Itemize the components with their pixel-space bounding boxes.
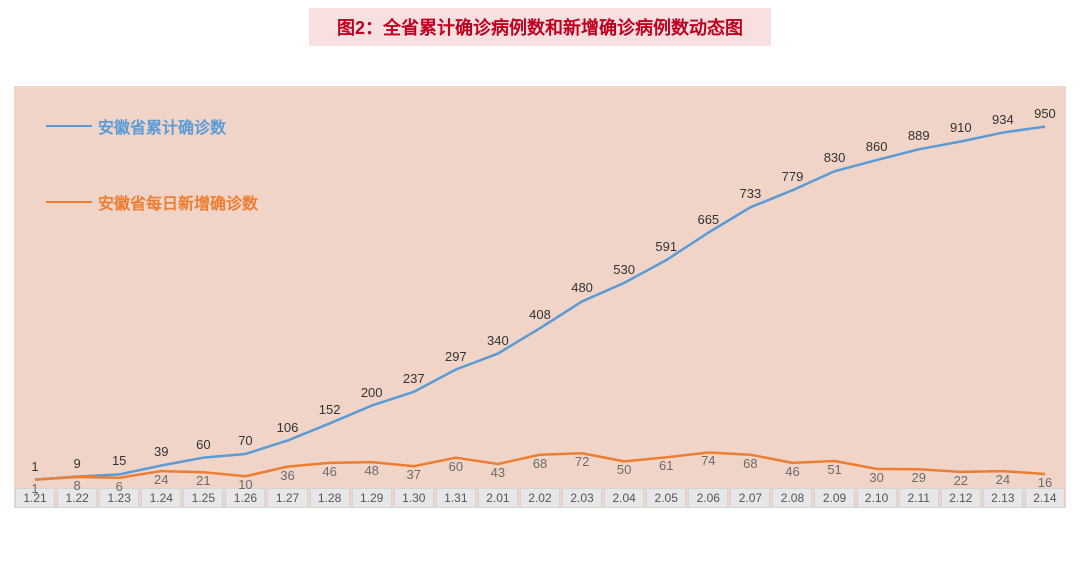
data-label: 408 (529, 307, 551, 322)
data-label: 60 (196, 437, 210, 452)
data-label: 779 (782, 169, 804, 184)
series-line-cumulative (35, 127, 1045, 480)
data-label: 48 (364, 463, 378, 478)
data-label: 51 (827, 462, 841, 477)
x-axis-tick: 2.03 (562, 488, 602, 508)
data-label: 24 (154, 472, 168, 487)
data-label: 591 (655, 239, 677, 254)
data-label: 480 (571, 280, 593, 295)
data-label: 15 (112, 453, 126, 468)
data-label: 21 (196, 473, 210, 488)
x-axis-tick: 1.25 (183, 488, 223, 508)
data-label: 1 (31, 481, 38, 496)
x-axis-tick: 1.27 (267, 488, 307, 508)
legend-item-1: 安徽省每日新增确诊数 (46, 190, 258, 214)
x-axis-tick: 2.13 (983, 488, 1023, 508)
data-label: 6 (116, 479, 123, 494)
data-label: 200 (361, 385, 383, 400)
x-axis-tick: 1.24 (141, 488, 181, 508)
data-label: 9 (73, 456, 80, 471)
data-label: 74 (701, 453, 715, 468)
x-axis-tick: 2.11 (899, 488, 939, 508)
legend-swatch (46, 125, 92, 128)
data-label: 934 (992, 112, 1014, 127)
data-label: 950 (1034, 106, 1056, 121)
data-label: 733 (740, 186, 762, 201)
data-label: 46 (785, 464, 799, 479)
x-axis-tick: 2.09 (814, 488, 854, 508)
data-label: 297 (445, 349, 467, 364)
chart-title-wrap: 图2：全省累计确诊病例数和新增确诊病例数动态图 (0, 0, 1080, 56)
chart-title: 图2：全省累计确诊病例数和新增确诊病例数动态图 (309, 8, 771, 46)
x-axis-tick: 1.29 (352, 488, 392, 508)
data-label: 68 (743, 456, 757, 471)
legend-label: 安徽省每日新增确诊数 (98, 196, 258, 213)
data-label: 22 (954, 473, 968, 488)
legend-item-0: 安徽省累计确诊数 (46, 114, 226, 138)
data-label: 10 (238, 477, 252, 492)
data-label: 29 (911, 470, 925, 485)
data-label: 70 (238, 433, 252, 448)
x-axis-tick: 2.04 (604, 488, 644, 508)
legend-label: 安徽省累计确诊数 (98, 120, 226, 137)
x-axis-tick: 1.31 (436, 488, 476, 508)
data-label: 68 (533, 456, 547, 471)
x-axis-tick: 1.28 (310, 488, 350, 508)
data-label: 72 (575, 454, 589, 469)
line-chart-svg (14, 86, 1066, 486)
x-axis-tick: 2.07 (730, 488, 770, 508)
data-label: 24 (996, 472, 1010, 487)
data-label: 152 (319, 402, 341, 417)
data-label: 16 (1038, 475, 1052, 490)
data-label: 36 (280, 468, 294, 483)
data-label: 43 (491, 465, 505, 480)
data-label: 50 (617, 462, 631, 477)
data-label: 30 (869, 470, 883, 485)
x-axis-tick: 2.06 (688, 488, 728, 508)
x-axis-tick: 2.08 (772, 488, 812, 508)
data-label: 8 (73, 478, 80, 493)
data-label: 889 (908, 128, 930, 143)
data-label: 61 (659, 458, 673, 473)
x-axis-tick: 1.30 (394, 488, 434, 508)
data-label: 237 (403, 371, 425, 386)
x-axis-tick: 2.10 (857, 488, 897, 508)
legend-swatch (46, 201, 92, 204)
data-label: 665 (697, 212, 719, 227)
data-label: 106 (277, 420, 299, 435)
x-axis-tick: 2.02 (520, 488, 560, 508)
data-label: 1 (31, 459, 38, 474)
x-axis-tick: 2.05 (646, 488, 686, 508)
data-label: 530 (613, 262, 635, 277)
data-label: 46 (322, 464, 336, 479)
data-label: 37 (407, 467, 421, 482)
data-label: 860 (866, 139, 888, 154)
x-axis-tick: 2.12 (941, 488, 981, 508)
x-axis-tick: 2.14 (1025, 488, 1065, 508)
data-label: 340 (487, 333, 509, 348)
data-label: 39 (154, 444, 168, 459)
data-label: 60 (449, 459, 463, 474)
data-label: 830 (824, 150, 846, 165)
chart-area: 安徽省累计确诊数安徽省每日新增确诊数 191539607010615220023… (14, 86, 1066, 508)
x-axis-labels: 1.211.221.231.241.251.261.271.281.291.30… (14, 486, 1066, 508)
x-axis-tick: 2.01 (478, 488, 518, 508)
data-label: 910 (950, 120, 972, 135)
